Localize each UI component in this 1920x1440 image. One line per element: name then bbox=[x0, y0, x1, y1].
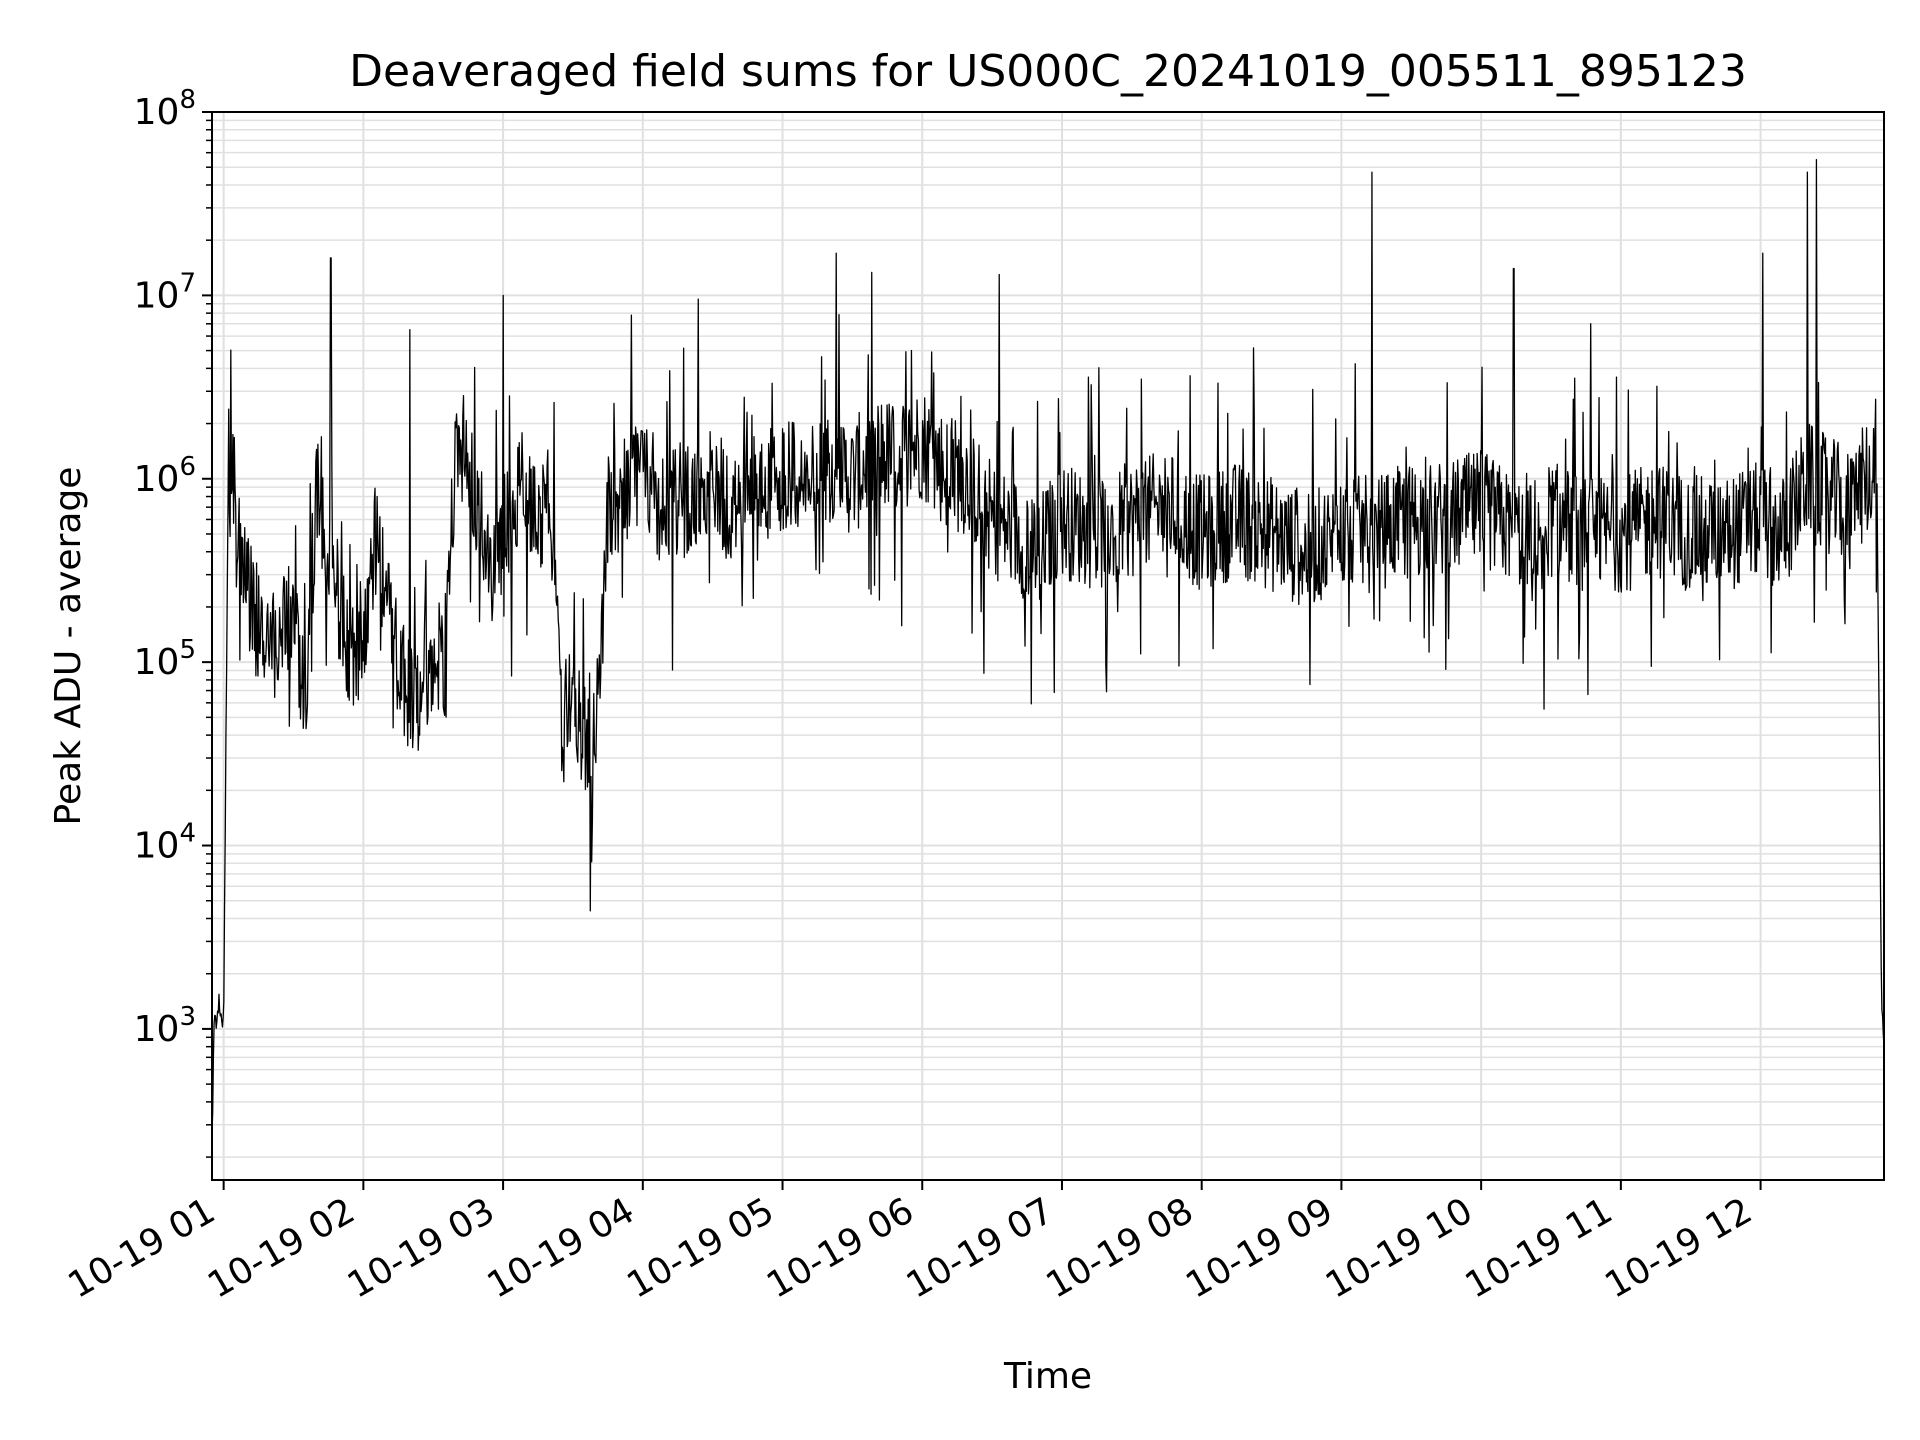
series-layer bbox=[211, 158, 1885, 1135]
chart-title: Deaveraged field sums for US000C_2024101… bbox=[349, 46, 1747, 97]
series-line bbox=[211, 158, 1885, 1135]
y-tick-label: 103 bbox=[134, 1002, 196, 1050]
y-axis-label: Peak ADU - average bbox=[48, 467, 89, 826]
y-tick-label: 108 bbox=[134, 85, 196, 133]
plot-frame bbox=[211, 111, 1885, 1181]
x-axis-label: Time bbox=[1003, 1356, 1092, 1397]
y-tick-label: 105 bbox=[134, 635, 196, 683]
y-tick-label: 104 bbox=[134, 819, 196, 867]
y-tick-label: 106 bbox=[134, 452, 196, 500]
grid-layer bbox=[212, 111, 1884, 1180]
y-tick-label: 107 bbox=[134, 268, 196, 316]
